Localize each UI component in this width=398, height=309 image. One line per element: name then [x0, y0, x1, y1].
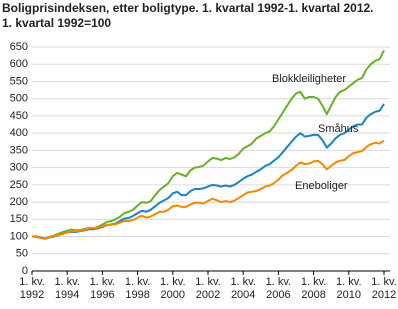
y-tick-label: 400 — [10, 127, 28, 139]
y-tick-label: 300 — [10, 162, 28, 174]
x-tick-label: 1. kv. 1994 — [54, 276, 80, 301]
y-tick-label: 0 — [22, 265, 28, 277]
y-tick-label: 100 — [10, 230, 28, 242]
x-tick-label: 1. kv. 1998 — [124, 276, 151, 301]
series-label: Småhus — [318, 123, 359, 135]
x-tick-label: 1. kv. 2010 — [336, 276, 362, 301]
x-tick-label: 1. kv. 2004 — [230, 276, 256, 301]
chart-subtitle: 1. kvartal 1992=100 — [2, 16, 111, 30]
x-tick-label: 1. kv. 1996 — [89, 276, 116, 301]
y-tick-label: 150 — [10, 213, 28, 225]
x-tick-label: 1. kv. 1992 — [19, 276, 45, 301]
series-label: Blokkleiligheter — [272, 73, 346, 85]
y-tick-label: 350 — [10, 144, 28, 156]
x-tick-label: 1. kv. 2008 — [300, 276, 327, 301]
series-line — [32, 139, 385, 240]
series-line — [31, 103, 385, 240]
y-tick-label: 450 — [10, 110, 28, 122]
y-tick-label: 50 — [16, 248, 28, 260]
series-label: Eneboliger — [295, 180, 348, 192]
y-tick-label: 650 — [10, 41, 28, 53]
y-tick-label: 550 — [10, 75, 28, 87]
x-tick-label: 1. kv. 2000 — [160, 276, 186, 301]
y-tick-label: 200 — [10, 196, 28, 208]
x-tick-label: 1. kv. 2006 — [265, 276, 292, 301]
y-tick-label: 250 — [10, 179, 28, 191]
y-tick-label: 500 — [10, 93, 28, 105]
chart-title: Boligprisindeksen, etter boligtype. 1. k… — [2, 1, 374, 15]
y-tick-label: 600 — [10, 58, 28, 70]
x-tick-label: 1. kv. 2012 — [371, 276, 397, 301]
x-tick-label: 1. kv. 2002 — [195, 276, 221, 301]
